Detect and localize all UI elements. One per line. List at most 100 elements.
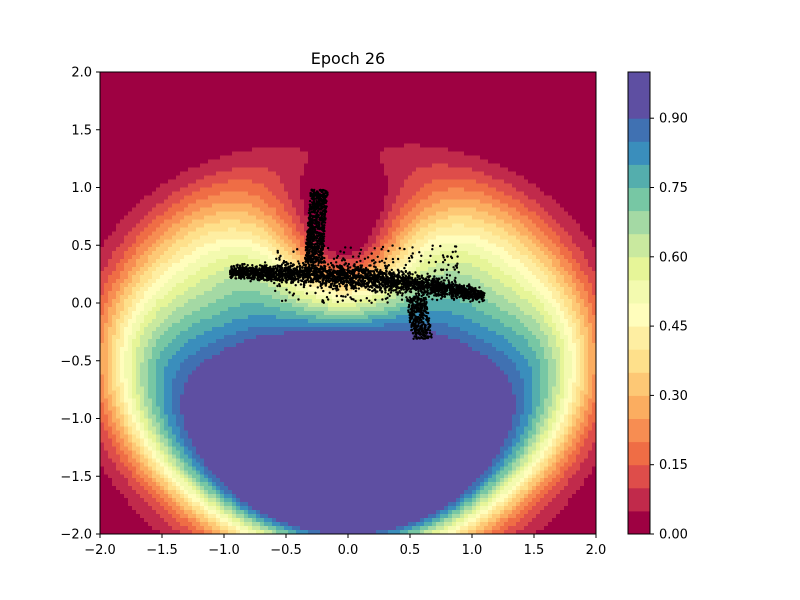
contour-cell — [544, 243, 557, 248]
contour-cell — [116, 370, 121, 376]
contour-cell — [400, 191, 417, 197]
scatter-point — [304, 281, 308, 284]
contour-cell — [172, 322, 193, 328]
contour-cell — [532, 490, 541, 495]
contour-cell — [396, 215, 405, 220]
contour-cell — [236, 330, 285, 336]
contour-cell — [148, 370, 157, 376]
contour-cell — [584, 334, 589, 340]
contour-cell — [552, 195, 596, 201]
contour-cell — [552, 498, 569, 503]
contour-cell — [116, 406, 121, 412]
contour-cell — [184, 506, 193, 511]
contour-cell — [536, 223, 549, 228]
contour-cell — [548, 338, 557, 344]
contour-cell — [112, 426, 117, 432]
scatter-point — [387, 289, 391, 292]
contour-cell — [536, 406, 545, 412]
contour-cell — [124, 394, 129, 400]
contour-cell — [244, 514, 249, 519]
contour-cell — [292, 199, 305, 205]
contour-cell — [564, 370, 573, 376]
contour-cell — [520, 478, 525, 483]
contour-cell — [220, 155, 309, 161]
contour-cell — [472, 482, 481, 487]
contour-cell — [436, 235, 481, 240]
contour-cell — [520, 482, 525, 487]
scatter-point — [344, 279, 347, 282]
contour-cell — [540, 446, 545, 451]
contour-cell — [484, 338, 509, 344]
contour-cell — [412, 219, 421, 224]
contour-cell — [588, 406, 593, 412]
contour-cell — [556, 402, 561, 408]
contour-cell — [472, 167, 509, 173]
contour-cell — [172, 450, 181, 455]
contour-cell — [552, 470, 561, 475]
contour-cell — [496, 498, 505, 503]
contour-cell — [376, 223, 385, 228]
contour-cell — [232, 522, 241, 527]
contour-cell — [156, 414, 161, 420]
contour-cell — [236, 506, 241, 511]
contour-cell — [508, 310, 525, 316]
contour-cell — [164, 271, 177, 276]
contour-cell — [548, 382, 557, 388]
contour-cell — [528, 458, 533, 463]
contour-cell — [516, 402, 525, 408]
scatter-point — [236, 269, 239, 273]
contour-cell — [420, 530, 425, 534]
scatter-point — [237, 274, 241, 277]
contour-cell — [432, 530, 441, 534]
contour-cell — [284, 231, 293, 236]
contour-cell — [528, 326, 541, 332]
contour-cell — [100, 378, 105, 384]
contour-cell — [548, 418, 557, 424]
contour-fill — [100, 72, 596, 534]
contour-cell — [544, 219, 557, 224]
scatter-point — [448, 284, 451, 287]
contour-cell — [536, 263, 545, 268]
contour-cell — [296, 207, 305, 212]
contour-cell — [548, 434, 553, 440]
contour-cell — [528, 227, 541, 232]
contour-cell — [460, 526, 469, 531]
contour-cell — [116, 267, 125, 272]
contour-cell — [552, 442, 557, 447]
contour-cell — [288, 259, 297, 264]
contour-cell — [412, 526, 421, 531]
contour-cell — [440, 199, 481, 205]
contour-cell — [388, 299, 405, 304]
contour-cell — [504, 506, 513, 511]
contour-cell — [128, 482, 141, 487]
contour-cell — [564, 406, 569, 412]
contour-cell — [136, 259, 149, 264]
contour-cell — [572, 394, 577, 400]
contour-cell — [488, 183, 513, 189]
contour-cell — [276, 530, 289, 534]
contour-cell — [540, 247, 549, 252]
scatter-point — [328, 266, 331, 269]
contour-cell — [196, 271, 217, 276]
contour-cell — [108, 406, 117, 412]
contour-cell — [376, 239, 381, 244]
contour-cell — [120, 422, 125, 428]
contour-cell — [512, 287, 525, 292]
contour-cell — [484, 470, 493, 475]
contour-cell — [296, 247, 305, 252]
contour-cell — [164, 418, 169, 424]
contour-cell — [220, 510, 225, 515]
contour-cell — [124, 426, 129, 432]
contour-cell — [148, 382, 157, 388]
contour-cell — [404, 183, 425, 189]
contour-cell — [164, 486, 169, 491]
contour-cell — [572, 410, 577, 416]
contour-cell — [216, 486, 221, 491]
contour-cell — [168, 422, 177, 428]
contour-cell — [256, 223, 269, 228]
contour-cell — [484, 171, 517, 177]
contour-cell — [516, 410, 525, 416]
contour-cell — [528, 494, 537, 499]
contour-cell — [592, 283, 596, 288]
contour-cell — [144, 414, 149, 420]
